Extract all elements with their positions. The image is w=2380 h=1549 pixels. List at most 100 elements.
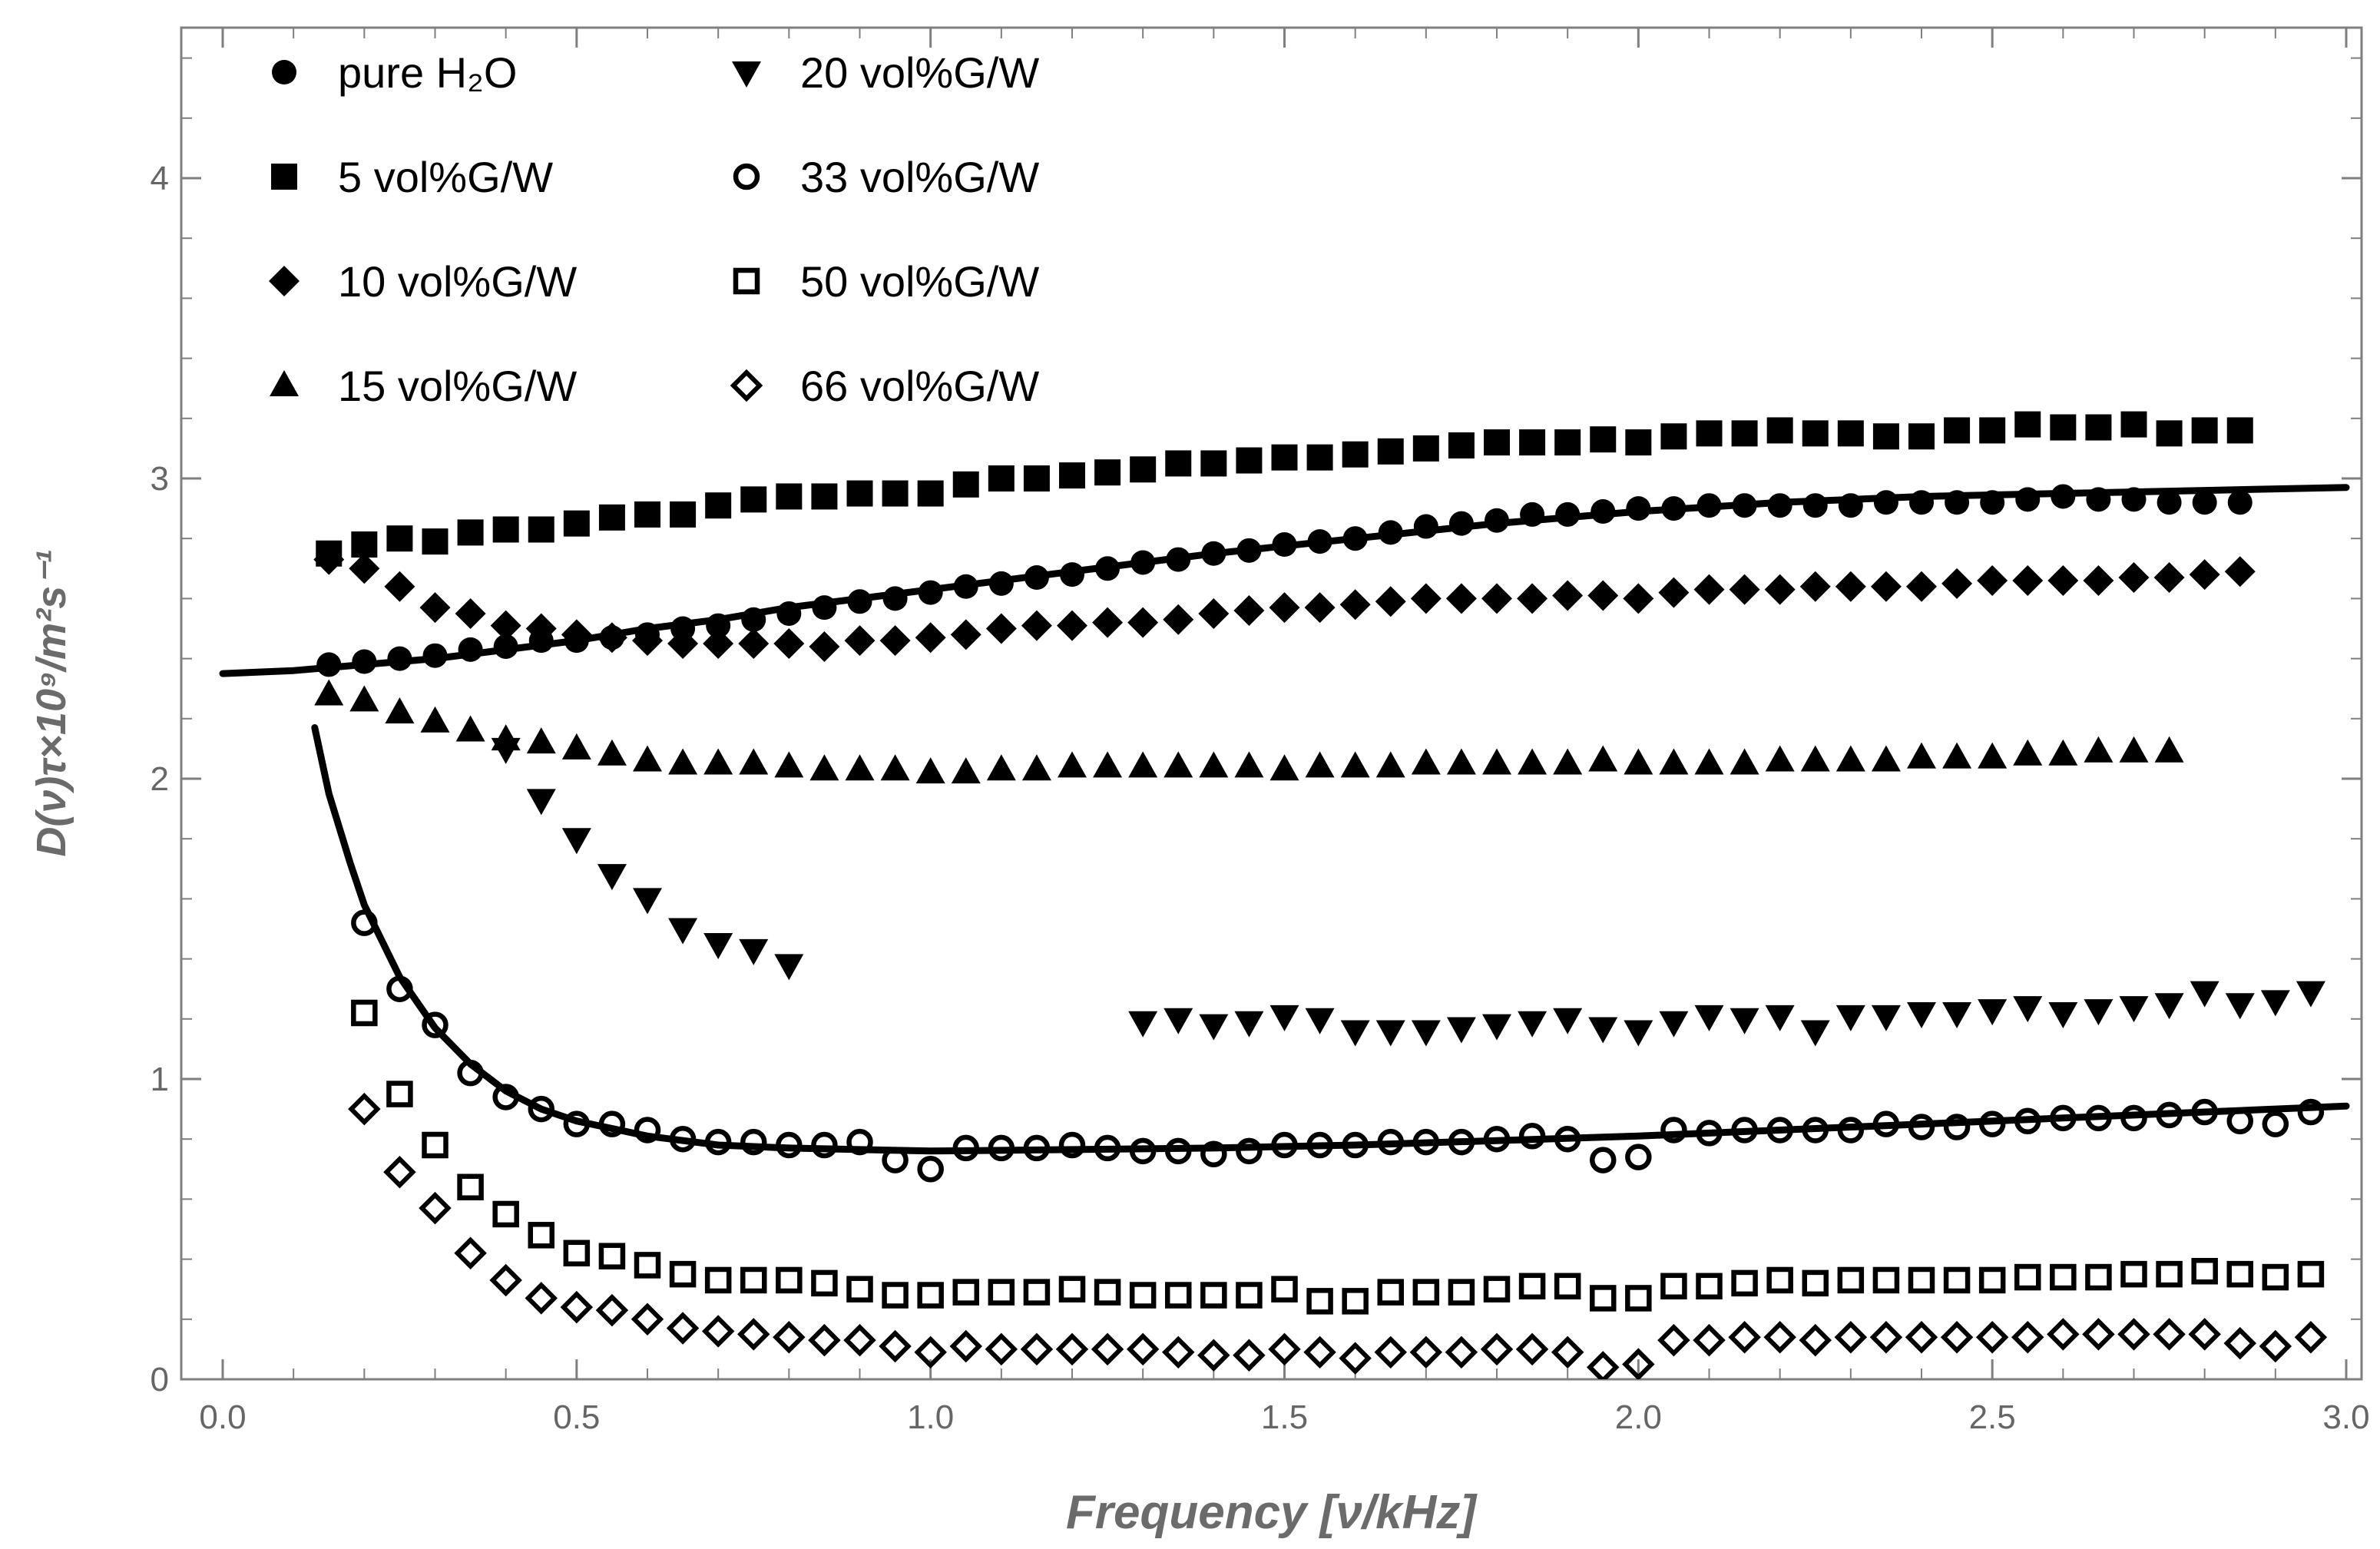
data-point <box>1162 1336 1195 1369</box>
data-point <box>986 754 1016 781</box>
data-point <box>1446 748 1476 775</box>
data-point <box>740 1128 767 1156</box>
data-point <box>1871 1005 1901 1031</box>
data-point <box>988 465 1015 492</box>
data-point <box>1127 607 1159 638</box>
data-point <box>2013 996 2043 1023</box>
data-point <box>1696 1273 1723 1300</box>
data-point <box>2223 1326 2256 1360</box>
data-point <box>2083 564 2114 596</box>
data-point <box>528 1095 554 1123</box>
data-point <box>774 751 804 778</box>
data-point <box>703 933 733 960</box>
data-point <box>1055 1332 1089 1366</box>
data-point <box>953 574 978 599</box>
data-point <box>917 480 944 507</box>
data-point <box>1837 420 1864 447</box>
data-point <box>1234 751 1264 778</box>
data-point <box>666 1312 700 1345</box>
data-point <box>597 739 627 766</box>
data-point <box>2153 1318 2186 1351</box>
data-point <box>952 471 979 498</box>
data-point <box>1660 423 1687 450</box>
data-point <box>1094 1134 1121 1162</box>
data-point <box>1342 1288 1369 1315</box>
data-point <box>2085 414 2112 441</box>
data-point <box>668 918 698 945</box>
data-point <box>950 619 981 650</box>
legend-marker <box>271 164 297 190</box>
data-point <box>2014 1263 2041 1291</box>
data-point <box>773 628 805 660</box>
y-tick-label: 4 <box>151 160 169 197</box>
data-point <box>1163 604 1194 635</box>
data-point <box>1661 496 1687 521</box>
data-point <box>2156 1101 2183 1129</box>
x-tick-label: 2.0 <box>1615 1398 1662 1436</box>
data-point <box>1908 423 1935 450</box>
data-point <box>1658 577 1690 608</box>
data-point <box>1377 438 1404 465</box>
data-point <box>1166 547 1191 572</box>
data-point <box>316 652 342 677</box>
data-point <box>422 1011 449 1038</box>
data-point <box>1483 1125 1511 1153</box>
data-point <box>1980 490 2005 515</box>
data-point <box>1659 1011 1689 1038</box>
data-point <box>1835 745 1865 772</box>
data-point <box>1624 748 1653 775</box>
data-point <box>454 1236 487 1270</box>
data-point <box>598 1110 626 1137</box>
data-point <box>1520 501 1545 527</box>
data-point <box>1165 1137 1192 1165</box>
data-point <box>1625 1144 1652 1170</box>
x-axis-label: Frequency [ν/kHz] <box>1066 1486 1478 1539</box>
data-point <box>563 1240 591 1267</box>
data-point <box>1304 592 1336 624</box>
data-point <box>880 754 910 781</box>
legend-label: 5 vol%G/W <box>338 153 553 201</box>
data-point <box>563 510 590 537</box>
data-point <box>1058 1276 1086 1302</box>
data-point <box>1201 541 1226 566</box>
legend-marker <box>270 370 299 396</box>
data-point <box>1696 420 1723 447</box>
data-point <box>561 828 591 855</box>
data-point <box>598 1243 626 1269</box>
data-point <box>1763 1321 1796 1354</box>
data-point <box>455 597 486 629</box>
data-point <box>352 649 377 674</box>
data-point <box>918 580 943 605</box>
data-point <box>1587 1351 1620 1379</box>
data-point <box>1693 1323 1726 1357</box>
data-point <box>1094 459 1121 486</box>
data-point <box>1626 496 1651 521</box>
data-point <box>1660 1273 1687 1300</box>
data-point <box>1482 1014 1511 1041</box>
data-point <box>1409 1336 1443 1369</box>
data-point <box>2262 1110 2289 1137</box>
data-point <box>1590 426 1617 453</box>
data-point <box>1554 1273 1581 1300</box>
data-point <box>1059 462 1085 489</box>
data-point <box>1590 1147 1617 1173</box>
data-point <box>914 1336 947 1369</box>
data-point <box>1480 1332 1514 1366</box>
data-point <box>1694 748 1724 775</box>
data-point <box>595 1293 629 1327</box>
data-point <box>1942 1001 1972 1028</box>
data-point <box>1128 1011 1158 1038</box>
y-axis-label: D(ν)τ×10⁹/m²s⁻¹ <box>28 550 74 856</box>
data-point <box>528 516 554 543</box>
data-point <box>2224 556 2256 587</box>
data-point <box>634 1252 661 1279</box>
data-point <box>634 501 660 528</box>
data-point <box>704 1128 732 1156</box>
data-point <box>525 613 557 644</box>
data-point <box>1764 574 1796 605</box>
data-point <box>597 864 627 891</box>
data-point <box>915 757 945 784</box>
data-point <box>2191 417 2218 444</box>
data-point <box>811 1269 838 1297</box>
